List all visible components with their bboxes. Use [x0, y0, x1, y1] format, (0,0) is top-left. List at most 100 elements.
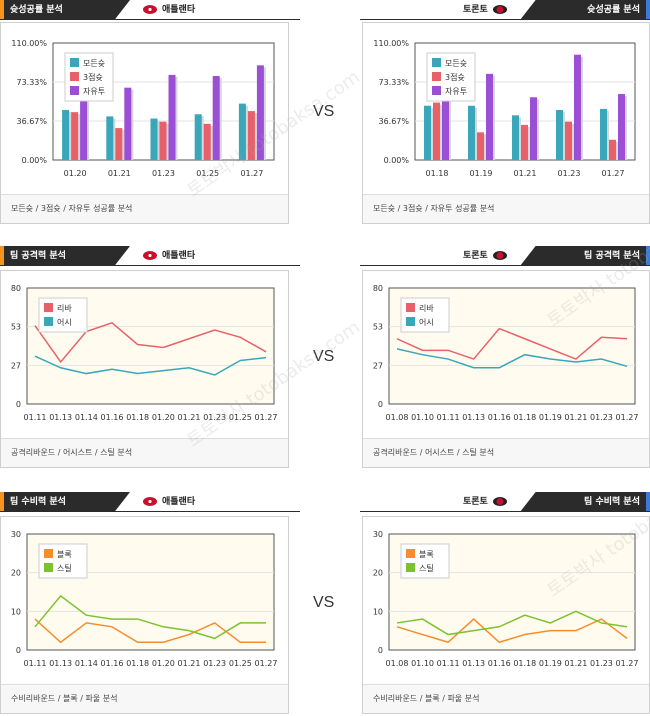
x-tick-label: 01.11: [437, 659, 460, 668]
y-tick-label: 80: [11, 284, 21, 293]
x-tick-label: 01.20: [152, 659, 175, 668]
y-tick-label: 0: [16, 646, 21, 655]
header-underline: [360, 511, 650, 512]
right-offense-chart: 80 53 27 0 01.08 01.10 01.11 01.13 01.16 01.18 01.…: [362, 270, 650, 468]
x-tick-label: 01.16: [101, 659, 124, 668]
legend-label: 블록: [419, 549, 434, 559]
series-line: [34, 321, 267, 364]
bar: [106, 116, 114, 160]
header-underline: [0, 511, 300, 512]
header-underline: [0, 265, 300, 266]
bar: [212, 75, 220, 160]
accent-bar: [0, 492, 4, 512]
y-tick-label: 10: [373, 607, 383, 616]
x-tick-label: 01.23: [590, 413, 613, 422]
legend-swatch: [70, 86, 79, 95]
hawks-logo-icon: [143, 497, 157, 506]
y-tick-label: 27: [373, 361, 383, 370]
bar: [574, 54, 581, 161]
y-tick-label: 73.33%: [16, 78, 47, 87]
legend-label: 블록: [57, 549, 72, 559]
team-name: 애틀랜타: [162, 251, 196, 261]
legend-swatch: [70, 58, 79, 67]
x-tick-label: 01.13: [49, 413, 72, 422]
section-tab-label: 팀 공격력 분석: [0, 246, 130, 266]
legend-swatch: [44, 317, 53, 326]
y-tick-label: 20: [11, 569, 21, 578]
left-header-offense: 팀 공격력 분석 애틀랜타: [0, 246, 300, 266]
x-tick-label: 01.14: [75, 413, 98, 422]
legend-label: 리바: [57, 303, 72, 313]
x-tick-label: 01.10: [411, 659, 434, 668]
hawks-logo-icon: [143, 251, 157, 260]
chart-footer: 수비리바운드 / 블록 / 파울 분석: [1, 684, 288, 713]
x-tick-label: 01.25: [196, 169, 219, 178]
x-tick-label: 01.10: [411, 413, 434, 422]
bar: [424, 105, 431, 160]
x-tick-label: 01.21: [178, 413, 201, 422]
legend-swatch: [406, 303, 415, 312]
team-name: 애틀랜타: [162, 497, 196, 507]
y-tick-label: 36.67%: [16, 117, 47, 126]
x-tick-label: 01.16: [488, 659, 511, 668]
y-tick-label: 80: [373, 284, 383, 293]
x-tick-label: 01.18: [126, 659, 149, 668]
legend-label: 스틸: [57, 563, 72, 573]
legend-label: 자유투: [445, 87, 467, 96]
accent-bar: [0, 0, 4, 20]
x-tick-label: 01.16: [488, 413, 511, 422]
legend-label: 3점슛: [445, 72, 465, 82]
x-tick-label: 01.20: [152, 413, 175, 422]
legend-label: 모든슛: [445, 59, 467, 68]
left-offense-chart: 80 53 27 0 01.11 01.13 01.14 01.16 01.18 01.20 01.…: [0, 270, 289, 468]
series-line: [396, 348, 628, 369]
series-line: [34, 594, 266, 640]
legend-label: 리바: [419, 303, 434, 313]
series-line: [396, 327, 628, 360]
bar: [150, 118, 158, 160]
x-tick-label: 01.27: [255, 413, 278, 422]
chart-footer: 모든슛 / 3점슛 / 자유투 성공률 분석: [1, 194, 288, 223]
legend-swatch: [406, 563, 415, 572]
legend-swatch: [44, 563, 53, 572]
legend-swatch: [406, 317, 415, 326]
x-tick-label: 01.27: [616, 659, 639, 668]
legend-swatch: [432, 86, 441, 95]
x-tick-label: 01.27: [255, 659, 278, 668]
vs-label: VS: [313, 103, 335, 120]
x-tick-label: 01.11: [437, 413, 460, 422]
y-tick-label: 30: [373, 530, 383, 539]
left-shooting-chart: 110.00% 73.33% 36.67% 0.00% 01.20 01.21 01.23 0…: [0, 22, 289, 224]
x-tick-label: 01.19: [470, 169, 493, 178]
chart-footer: 수비리바운드 / 블록 / 파울 분석: [363, 684, 649, 713]
x-tick-label: 01.18: [426, 169, 449, 178]
team-name: 토론토: [463, 5, 488, 15]
x-tick-label: 01.08: [386, 659, 409, 668]
x-tick-label: 01.18: [513, 659, 536, 668]
y-tick-label: 0.00%: [384, 156, 410, 165]
bar: [565, 121, 572, 160]
bar: [124, 87, 132, 160]
x-tick-label: 01.23: [558, 169, 581, 178]
right-header-defense: 팀 수비력 분석 토론토: [360, 492, 650, 512]
legend-swatch: [44, 549, 53, 558]
x-tick-label: 01.16: [101, 413, 124, 422]
header-underline: [0, 19, 300, 20]
team-name: 토론토: [463, 497, 488, 507]
x-tick-label: 01.21: [564, 413, 587, 422]
right-defense-chart: 30 20 10 0 01.08 01.10 01.11 01.13 01.16 01.18 01.…: [362, 516, 650, 714]
x-tick-label: 01.20: [64, 169, 87, 178]
chart-footer: 공격리바운드 / 어시스트 / 스틸 분석: [1, 438, 288, 467]
vs-label: VS: [313, 594, 335, 611]
chart-footer: 모든슛 / 3점슛 / 자유투 성공률 분석: [363, 194, 649, 223]
x-tick-label: 01.13: [49, 659, 72, 668]
x-tick-label: 01.13: [462, 413, 485, 422]
section-tab-label: 슛성공률 분석: [520, 0, 650, 20]
raptors-logo-icon: [493, 251, 507, 260]
x-tick-label: 01.21: [564, 659, 587, 668]
right-header-shooting: 슛성공률 분석 토론토: [360, 0, 650, 20]
